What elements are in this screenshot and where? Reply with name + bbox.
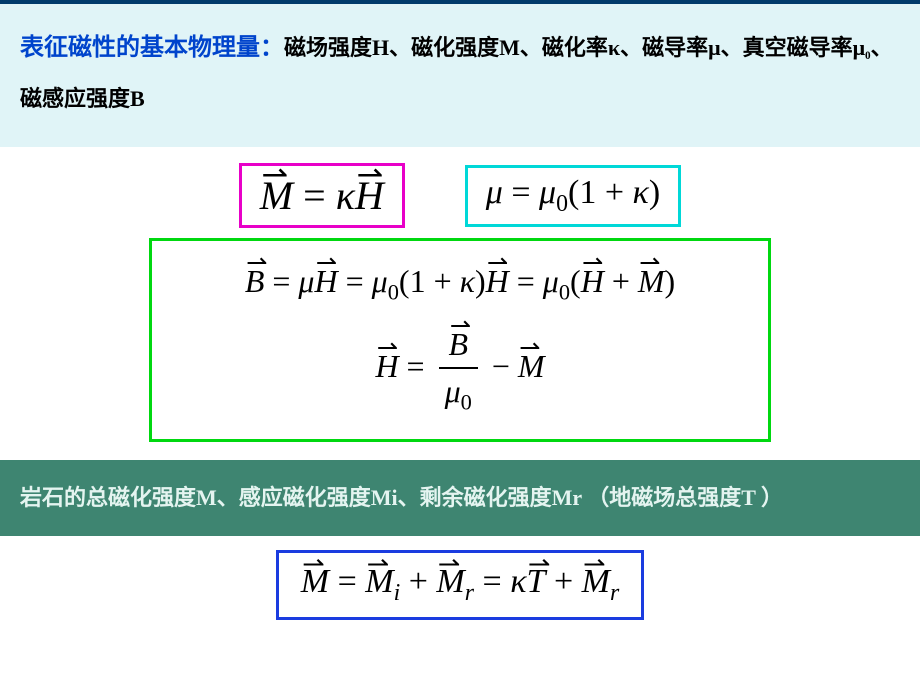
rock-magnetization-text: 岩石的总磁化强度M、感应磁化强度Mi、剩余磁化强度Mr （地磁场总强度T ） xyxy=(20,485,783,510)
fraction-B-over-mu0: Bμ0 xyxy=(439,322,478,418)
equation-block-B: B = μH = μ0(1 + κ)H = μ0(H + M) H = Bμ0 … xyxy=(0,238,920,442)
equation-B-line: B = μH = μ0(1 + κ)H = μ0(H + M) xyxy=(180,259,740,308)
quantities-list-a: 磁场强度H、磁化强度M、磁化率κ、磁导率μ、真空磁导率μ xyxy=(284,35,865,60)
rock-magnetization-panel: 岩石的总磁化强度M、感应磁化强度Mi、剩余磁化强度Mr （地磁场总强度T ） xyxy=(0,460,920,536)
definitions-panel: 表征磁性的基本物理量：磁场强度H、磁化强度M、磁化率κ、磁导率μ、真空磁导率μ0… xyxy=(0,0,920,147)
equation-mu: μ = μ0(1 + κ) xyxy=(465,165,681,227)
equation-M-kH: M = κH xyxy=(239,163,405,228)
heading: 表征磁性的基本物理量： xyxy=(20,35,284,61)
equation-row-4: M = Mi + Mr = κT + Mr xyxy=(0,550,920,620)
vector-M: M xyxy=(260,172,293,219)
equation-M-total: M = Mi + Mr = κT + Mr xyxy=(276,550,644,620)
equation-H-line: H = Bμ0 − M xyxy=(180,322,740,418)
equation-row-1: M = κH μ = μ0(1 + κ) xyxy=(0,163,920,228)
equations-B-and-H: B = μH = μ0(1 + κ)H = μ0(H + M) H = Bμ0 … xyxy=(149,238,771,442)
vector-H: H xyxy=(355,172,384,219)
